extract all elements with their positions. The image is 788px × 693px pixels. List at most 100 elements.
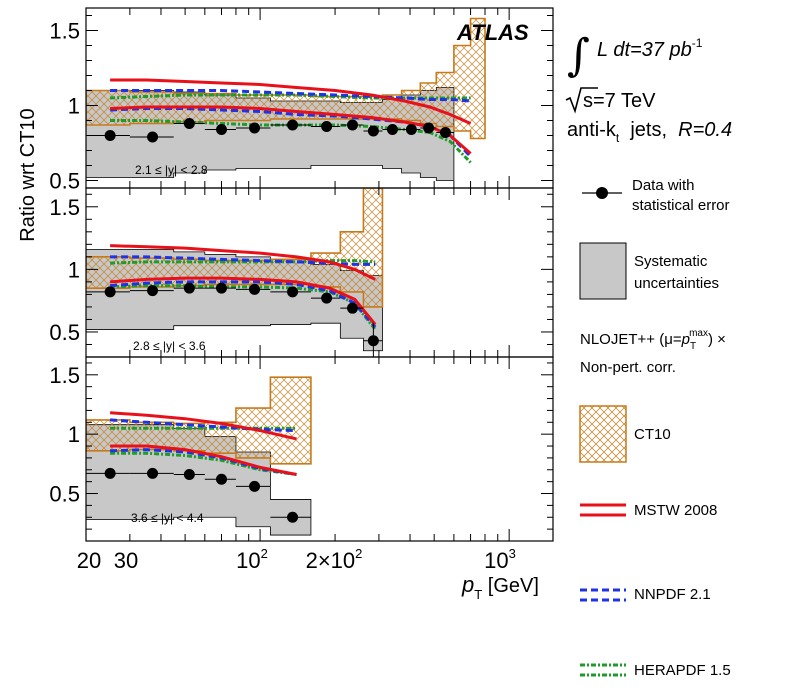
- integral-sign: ∫: [567, 30, 590, 81]
- sqrt-s-text: s=7 TeV: [583, 90, 656, 112]
- y-tick-label: 1: [68, 422, 80, 447]
- data-point: [147, 285, 159, 297]
- y-tick-label: 1.5: [49, 19, 80, 44]
- y-tick-label: 1: [68, 257, 80, 282]
- y-tick-label: 1.5: [49, 363, 80, 388]
- data-point: [216, 473, 228, 485]
- legend-data-label-2: statistical error: [632, 197, 730, 214]
- mstw-upper-line: [110, 78, 472, 125]
- data-point: [347, 119, 359, 131]
- data-point: [104, 467, 116, 479]
- data-point: [321, 292, 333, 304]
- data-point: [216, 124, 228, 135]
- data-point: [287, 286, 299, 298]
- legend-syst: Systematic uncertainties: [579, 242, 719, 300]
- mstw-upper-line: [110, 411, 297, 441]
- herapdf-lower-line: [110, 284, 377, 331]
- legend-data-label-1: Data with: [632, 177, 695, 194]
- data-point: [367, 125, 379, 137]
- data-point: [183, 282, 195, 294]
- nlo-sup: max: [689, 328, 708, 339]
- x-axis-title-p: p: [461, 572, 474, 597]
- herapdf-upper-line: [110, 259, 376, 265]
- r-param: R=0.4: [678, 119, 732, 141]
- y-tick-label: 0.5: [49, 320, 80, 345]
- legend-mstw-label: MSTW 2008: [634, 502, 717, 519]
- x-tick-1000: 103: [484, 546, 516, 573]
- legend-herapdf: HERAPDF 1.5: [580, 662, 731, 679]
- lumi-annotation: ∫ L dt=37 pb-1: [567, 30, 703, 81]
- panel-1-plot-area: [86, 17, 486, 181]
- data-point: [439, 127, 451, 138]
- legend-nlo-line1: NLOJET++ (μ=pTmax) ×: [580, 328, 726, 352]
- data-point: [405, 124, 417, 135]
- rapidity-label: 2.8 ≤ |y| < 3.6: [133, 339, 206, 353]
- data-point: [423, 122, 435, 134]
- y-tick-label: 1: [68, 94, 80, 119]
- x-tick-1000-base: 10: [484, 548, 508, 573]
- data-point: [347, 302, 359, 314]
- sqrt-s-annotation: s=7 TeV: [565, 87, 656, 114]
- data-point: [249, 122, 261, 134]
- data-point: [249, 480, 261, 492]
- nlo-p: p: [681, 331, 690, 348]
- y-tick-label: 0.5: [49, 169, 80, 194]
- mstw-upper-line: [110, 244, 376, 281]
- data-point: [147, 467, 159, 479]
- panel-3-plot-area: [86, 376, 312, 536]
- x-tick-200-base: 2×10: [306, 548, 356, 573]
- x-tick-100: 102: [236, 546, 268, 573]
- data-point: [104, 130, 116, 141]
- algo-rest: jets,: [619, 119, 678, 141]
- data-point: [147, 131, 159, 143]
- legend-syst-swatch: [579, 242, 627, 300]
- x-tick-200-exp: 2: [355, 546, 362, 561]
- data-point: [287, 511, 299, 523]
- panel-frame: [85, 356, 554, 542]
- x-axis-title-unit: [GeV]: [482, 575, 539, 597]
- lumi-value: L dt=37 pb: [597, 39, 692, 61]
- lumi-text: L dt=37 pb-1: [597, 36, 703, 61]
- legend-nlo-header: NLOJET++ (μ=pTmax) × Non-pert. corr.: [580, 328, 726, 376]
- nlo-sub: T: [690, 341, 696, 352]
- legend-syst-label-1: Systematic: [634, 253, 708, 270]
- data-point: [104, 286, 116, 298]
- rapidity-label: 3.6 ≤ |y| < 4.4: [131, 511, 204, 525]
- x-tick-1000-exp: 3: [509, 546, 516, 561]
- x-tick-200: 2×102: [306, 546, 363, 573]
- data-point: [183, 469, 195, 481]
- legend-herapdf-label: HERAPDF 1.5: [634, 662, 731, 679]
- mstw-lower-line: [109, 276, 377, 326]
- nnpdf-upper-line: [110, 89, 471, 103]
- x-tick-20: 20: [77, 548, 101, 573]
- x-tick-labels: 20 30 102 2×102 103: [77, 546, 516, 573]
- data-point: [321, 121, 333, 132]
- rapidity-label: 2.1 ≤ |y| < 2.8: [135, 163, 208, 177]
- legend-ct10: CT10: [579, 405, 671, 463]
- legend-ct10-label: CT10: [634, 426, 671, 443]
- herapdf-lower-line: [110, 119, 472, 164]
- data-point: [183, 118, 195, 129]
- legend-ct10-swatch: [579, 405, 627, 463]
- nnpdf-upper-line: [110, 418, 297, 433]
- legend-nlo-line2: Non-pert. corr.: [580, 359, 676, 376]
- y-tick-label: 0.5: [49, 482, 80, 507]
- data-point: [249, 283, 261, 295]
- y-tick-label: 1.5: [49, 195, 80, 220]
- legend-mstw: MSTW 2008: [580, 502, 717, 519]
- x-axis-title: pT [GeV]: [461, 572, 539, 602]
- nnpdf-upper-line: [110, 255, 376, 266]
- data-point: [287, 119, 299, 131]
- nlo-text-a: NLOJET++ (μ=: [580, 331, 682, 348]
- panel-3: 0.5 1 1.5 3.6 ≤ |y| < 4.4: [49, 356, 554, 542]
- x-tick-100-base: 10: [236, 548, 260, 573]
- y-axis-title: Ratio wrt CT10: [17, 108, 39, 241]
- legend-data-marker: [596, 187, 608, 199]
- nnpdf-lower-line: [109, 280, 377, 328]
- x-axis-title-sub: T: [474, 587, 482, 602]
- legend-data: Data with statistical error: [582, 177, 730, 214]
- algo-annotation: anti-kt jets, R=0.4: [567, 119, 732, 145]
- panel-1: 0.5 1 1.5 2.1 ≤ |y| < 2.8: [49, 7, 554, 194]
- nlo-text-b: ) ×: [708, 331, 726, 348]
